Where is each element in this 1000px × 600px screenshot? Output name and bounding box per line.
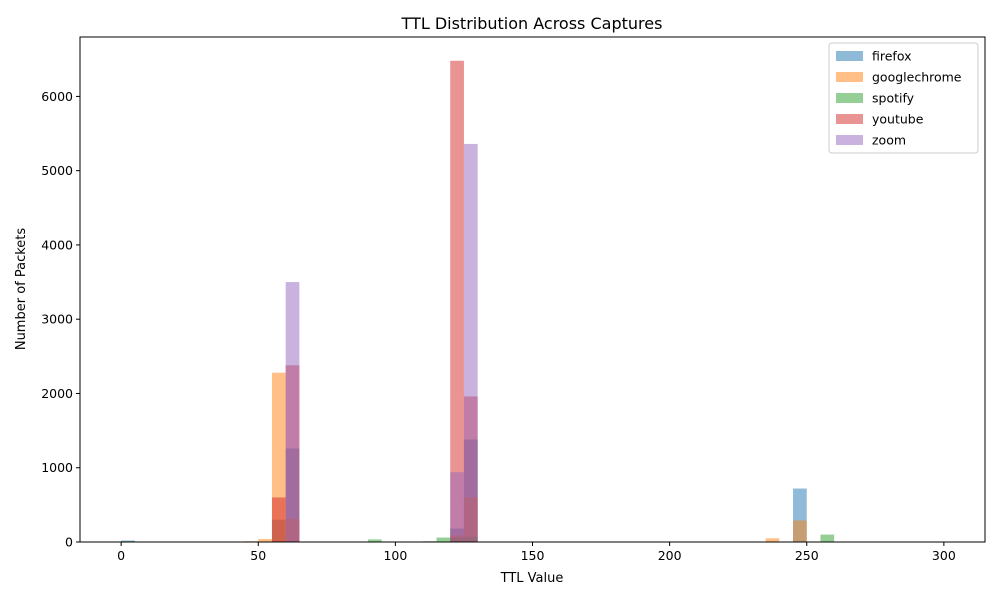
legend: firefox googlechrome spotify youtube zoom [828,42,979,154]
legend-label-spotify: spotify [872,91,915,106]
histogram-bar [463,143,478,542]
histogram-bar [258,539,272,542]
series-zoom [285,143,478,542]
x-tick-label: 250 [795,548,819,563]
x-tick-label: 50 [250,548,266,563]
y-tick-label: 5000 [41,163,73,178]
x-tick-label: 300 [932,548,956,563]
histogram-bar [121,540,135,542]
bars-layer [121,60,835,542]
histogram-bar [285,282,300,542]
legend-swatch-firefox [836,51,863,61]
legend-label-firefox: firefox [872,49,912,64]
y-tick-label: 6000 [41,89,73,104]
histogram-bar [793,520,807,542]
x-tick-label: 100 [383,548,407,563]
histogram-bar [765,538,780,542]
legend-swatch-googlechrome [836,72,863,82]
y-tick-label: 4000 [41,237,73,252]
y-tick-label: 0 [65,535,73,550]
histogram-bar [820,534,835,542]
y-tick-label: 2000 [41,386,73,401]
histogram-bar [450,60,464,542]
y-axis-ticks: 0 1000 2000 3000 4000 5000 6000 [41,89,80,550]
y-tick-label: 1000 [41,460,73,475]
legend-label-zoom: zoom [872,133,906,148]
legend-swatch-zoom [836,135,863,145]
histogram-bar [367,539,382,542]
legend-label-youtube: youtube [872,112,924,127]
x-tick-label: 150 [521,548,545,563]
y-tick-label: 3000 [41,312,73,327]
histogram-bar [271,497,286,542]
x-tick-label: 0 [117,548,125,563]
y-axis-label: Number of Packets [14,228,29,351]
x-axis-ticks: 0 50 100 150 200 250 300 [117,542,956,563]
histogram-bar [450,472,464,542]
legend-swatch-spotify [836,93,863,103]
x-axis-label: TTL Value [500,571,564,586]
chart-title: TTL Distribution Across Captures [401,14,663,33]
x-tick-label: 200 [658,548,682,563]
legend-label-googlechrome: googlechrome [872,70,962,85]
legend-box [828,42,979,154]
legend-swatch-youtube [836,114,863,124]
histogram-bar [436,537,451,542]
